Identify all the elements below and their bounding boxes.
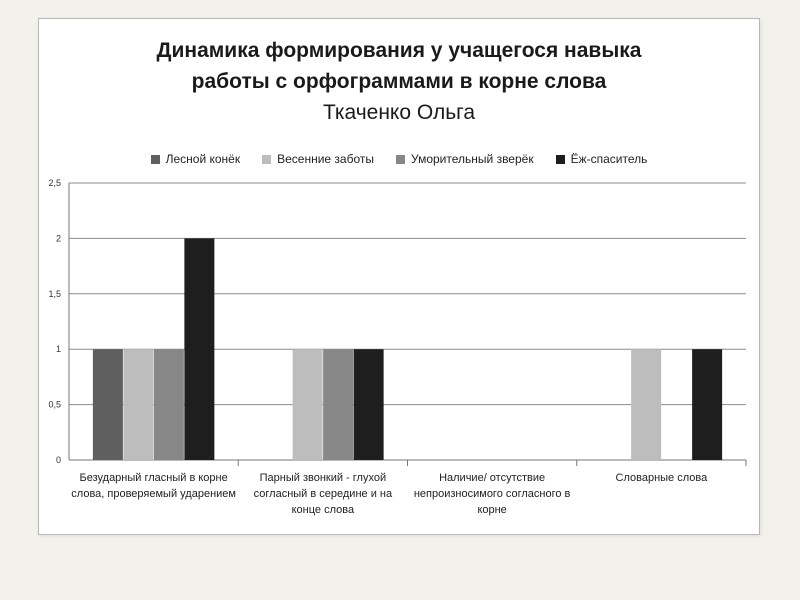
chart-legend: Лесной конёк Весенние заботы Уморительны…	[39, 152, 759, 166]
chart-subtitle: Ткаченко Ольга	[322, 101, 476, 124]
legend-swatch	[555, 154, 565, 164]
bar	[153, 349, 184, 460]
category-label: Словарные слова	[615, 472, 708, 484]
y-tick-label: 1,5	[48, 289, 61, 299]
legend-item: Весенние заботы	[262, 152, 374, 166]
bar	[631, 349, 662, 460]
y-tick-label: 1	[56, 344, 61, 354]
bar	[92, 349, 123, 460]
y-tick-label: 0	[56, 455, 61, 465]
bar	[123, 349, 154, 460]
legend-item: Уморительный зверёк	[396, 152, 534, 166]
slide-frame: Динамика формирования у учащегося навыка…	[38, 18, 760, 535]
legend-label: Ёж-спаситель	[570, 152, 648, 166]
category-label: Наличие/ отсутствие непроизносимого согл…	[413, 472, 571, 516]
y-tick-label: 2,5	[48, 178, 61, 188]
bar-chart: 0 0,5 1 1,5 2 2,5	[48, 178, 747, 466]
category-label: Безударный гласный в корне слова, провер…	[71, 472, 236, 500]
legend-item: Ёж-спаситель	[555, 152, 648, 166]
bar	[323, 349, 354, 460]
bar	[292, 349, 323, 460]
legend-label: Уморительный зверёк	[411, 152, 534, 166]
y-tick-label: 2	[56, 233, 61, 243]
chart-title-block: Динамика формирования у учащегося навыка…	[39, 35, 759, 129]
chart-title-line1: Динамика формирования у учащегося навыка	[156, 39, 642, 62]
bar	[353, 349, 384, 460]
legend-swatch	[396, 154, 405, 164]
chart-title-line2: работы с орфограммами в корне слова	[191, 70, 607, 93]
legend-label: Лесной конёк	[165, 152, 241, 166]
legend-label: Весенние заботы	[277, 152, 374, 166]
legend-swatch	[150, 154, 160, 164]
y-tick-label: 0,5	[48, 400, 61, 410]
bar	[184, 238, 215, 460]
bar	[692, 349, 723, 460]
legend-item: Лесной конёк	[150, 152, 241, 166]
legend-swatch	[262, 154, 272, 164]
category-label: Парный звонкий - глухой согласный в сере…	[253, 472, 393, 516]
